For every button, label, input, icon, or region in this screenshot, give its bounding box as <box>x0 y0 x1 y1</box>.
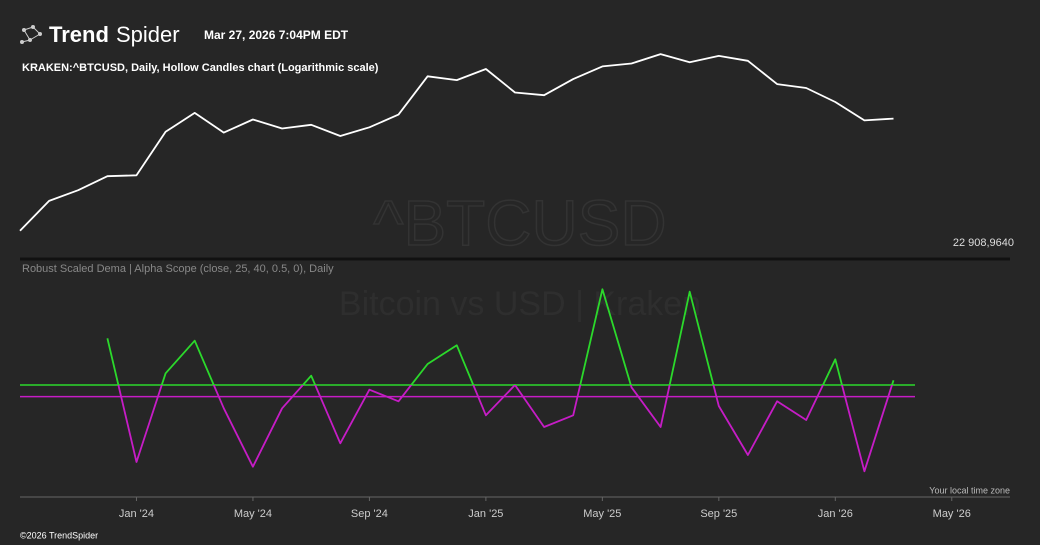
x-tick-label: Sep '24 <box>351 508 388 520</box>
x-tick-label: May '24 <box>234 508 272 520</box>
watermark: Bitcoin vs USD | Kraken <box>339 285 701 323</box>
x-tick-label: Jan '24 <box>119 508 154 520</box>
price-label: 22 908,9640 <box>953 237 1014 249</box>
logo-icon <box>20 25 42 44</box>
x-tick-label: Jan '25 <box>468 508 503 520</box>
indicator-title: Robust Scaled Dema | Alpha Scope (close,… <box>22 263 334 275</box>
series-line <box>19 53 894 232</box>
timestamp: Mar 27, 2026 7:04PM EDT <box>204 28 349 42</box>
logo-light: Spider <box>116 22 180 47</box>
timezone: Your local time zone <box>929 485 1010 495</box>
series-line <box>106 288 895 473</box>
logo-bold: Trend <box>49 22 109 47</box>
x-tick-label: May '25 <box>583 508 621 520</box>
copyright: ©2026 TrendSpider <box>20 530 98 540</box>
x-tick-label: Sep '25 <box>700 508 737 520</box>
x-tick-label: Jan '26 <box>818 508 853 520</box>
watermark: ^BTCUSD <box>373 187 666 259</box>
x-tick-label: May '26 <box>933 508 971 520</box>
symbol-line: KRAKEN:^BTCUSD, Daily, Hollow Candles ch… <box>22 62 379 74</box>
